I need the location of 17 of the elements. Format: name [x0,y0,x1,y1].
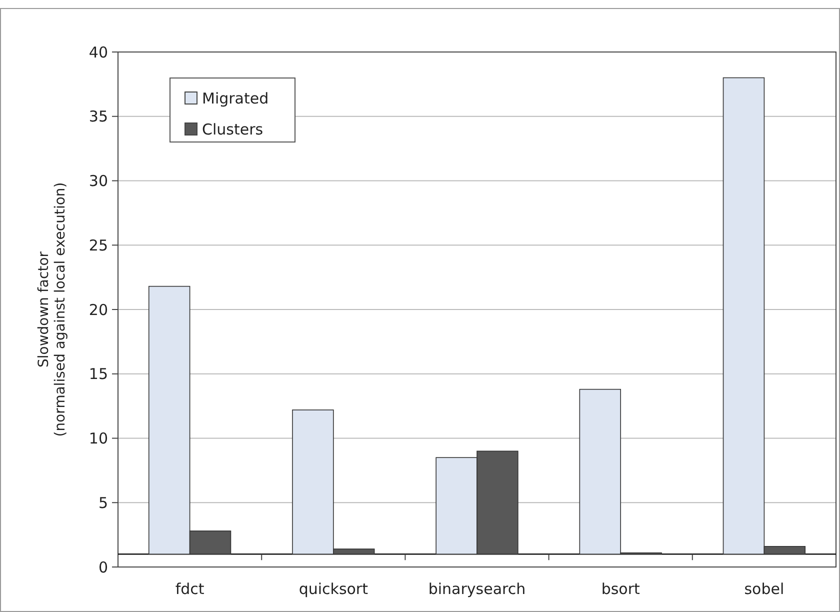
y-tick-label: 20 [88,300,108,319]
legend-label: Migrated [202,89,269,108]
legend-label: Clusters [202,120,264,138]
x-tick-label: fdct [175,580,204,598]
y-tick-label: 30 [88,172,108,190]
x-tick-label: binarysearch [428,580,526,598]
y-tick-label: 5 [98,494,108,512]
y-tick-label: 10 [88,430,108,448]
y-axis-title: Slowdown factor (normalised against local execution) [36,182,69,437]
y-tick-label: 15 [88,365,108,384]
y-tick-label: 35 [88,108,108,126]
x-tick-label: quicksort [298,580,368,598]
x-tick-label: sobel [744,580,784,598]
y-tick-label: 40 [88,43,108,62]
y-tick-label: 25 [88,236,108,254]
x-tick-label: bsort [601,580,640,598]
y-tick-label: 0 [98,558,108,576]
